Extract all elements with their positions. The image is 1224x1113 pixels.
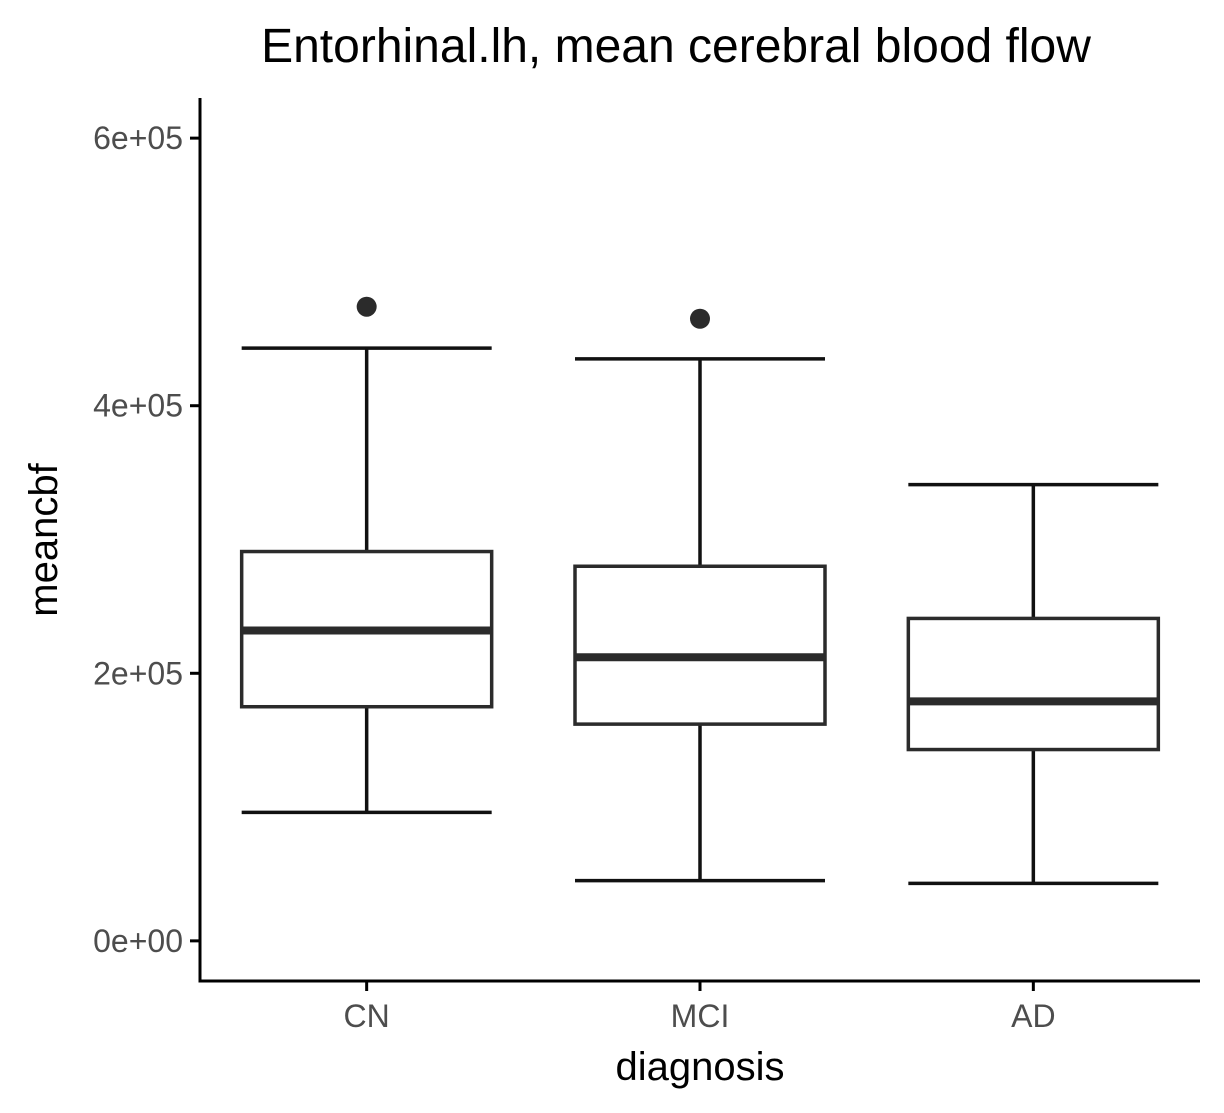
outlier-point xyxy=(356,296,377,317)
y-tick-label: 6e+05 xyxy=(93,120,183,156)
y-axis-title: meancbf xyxy=(22,462,66,616)
box-group-cn xyxy=(239,296,494,815)
y-tick-label: 4e+05 xyxy=(93,388,183,424)
y-tick-label: 2e+05 xyxy=(93,655,183,691)
chart-title: Entorhinal.lh, mean cerebral blood flow xyxy=(261,20,1091,73)
iqr-box xyxy=(906,616,1161,752)
iqr-box xyxy=(573,564,827,726)
x-tick-label: AD xyxy=(1011,998,1055,1034)
x-tick-label: MCI xyxy=(671,998,730,1034)
x-axis-title: diagnosis xyxy=(615,1045,784,1089)
box-group-ad xyxy=(906,482,1161,886)
y-tick-label: 0e+00 xyxy=(93,923,183,959)
axes: 0e+00 2e+05 4e+05 6e+05 CN MCI AD xyxy=(93,98,1200,1034)
outlier-point xyxy=(690,308,710,329)
plot-area xyxy=(239,296,1161,886)
box-group-mci xyxy=(573,308,827,883)
x-tick-label: CN xyxy=(344,998,390,1034)
